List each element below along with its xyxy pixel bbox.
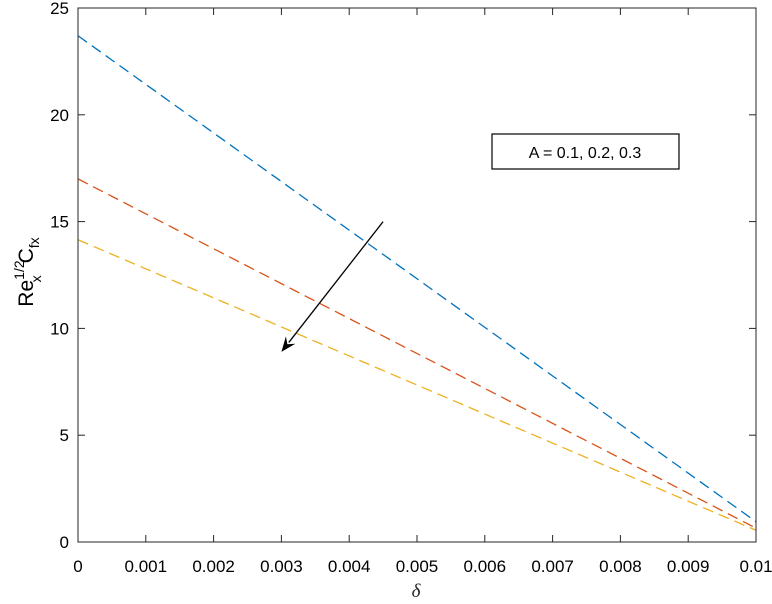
x-tick-label: 0.006: [464, 557, 507, 576]
y-title-base: Re: [15, 280, 38, 307]
annotation-arrow-shaft: [288, 221, 384, 343]
x-tick-label: 0.009: [667, 557, 710, 576]
y-title-coef-sub: fx: [26, 237, 42, 248]
annotation-arrow-head: [281, 336, 296, 352]
legend-box: A = 0.1, 0.2, 0.3: [491, 133, 680, 170]
y-axis-title: Re1/2x Cfx: [11, 237, 44, 306]
x-tick-label: 0.001: [125, 557, 168, 576]
x-tick-label: 0.003: [260, 557, 303, 576]
x-axis-title: δ: [412, 581, 422, 602]
x-tick-label: 0.008: [599, 557, 642, 576]
y-title-sup: 1/2: [11, 260, 27, 280]
y-tick-label: 15: [50, 213, 69, 232]
y-tick-label: 5: [60, 426, 69, 445]
x-tick-label: 0.01: [739, 557, 772, 576]
y-tick-label: 0: [60, 533, 69, 552]
annotation-arrow: [281, 221, 384, 352]
y-axis-ticks: 0 5 10 15 20 25: [50, 0, 756, 552]
y-tick-label: 25: [50, 0, 69, 18]
series-line-3: [77, 239, 757, 531]
y-title-coef: C: [15, 248, 38, 263]
legend-label: A = 0.1, 0.2, 0.3: [529, 145, 642, 162]
y-title-sub: x: [28, 275, 44, 282]
series-layer: [77, 35, 757, 531]
svg-text:Re1/2xCfx: Re1/2x Cfx: [11, 237, 44, 306]
x-axis-ticks: 0 0.001 0.002 0.003 0.004 0.005 0.006 0.007 0.00…: [73, 8, 772, 576]
series-line-2: [77, 178, 757, 529]
y-tick-label: 20: [50, 106, 69, 125]
series-line-1: [77, 35, 757, 523]
x-tick-label: 0.004: [328, 557, 371, 576]
x-tick-label: 0.002: [192, 557, 235, 576]
y-tick-label: 10: [50, 319, 69, 338]
x-tick-label: 0: [73, 557, 82, 576]
x-tick-label: 0.007: [531, 557, 574, 576]
plot-area-frame: [77, 7, 757, 543]
legend-frame: [491, 133, 680, 170]
x-tick-label: 0.005: [396, 557, 439, 576]
